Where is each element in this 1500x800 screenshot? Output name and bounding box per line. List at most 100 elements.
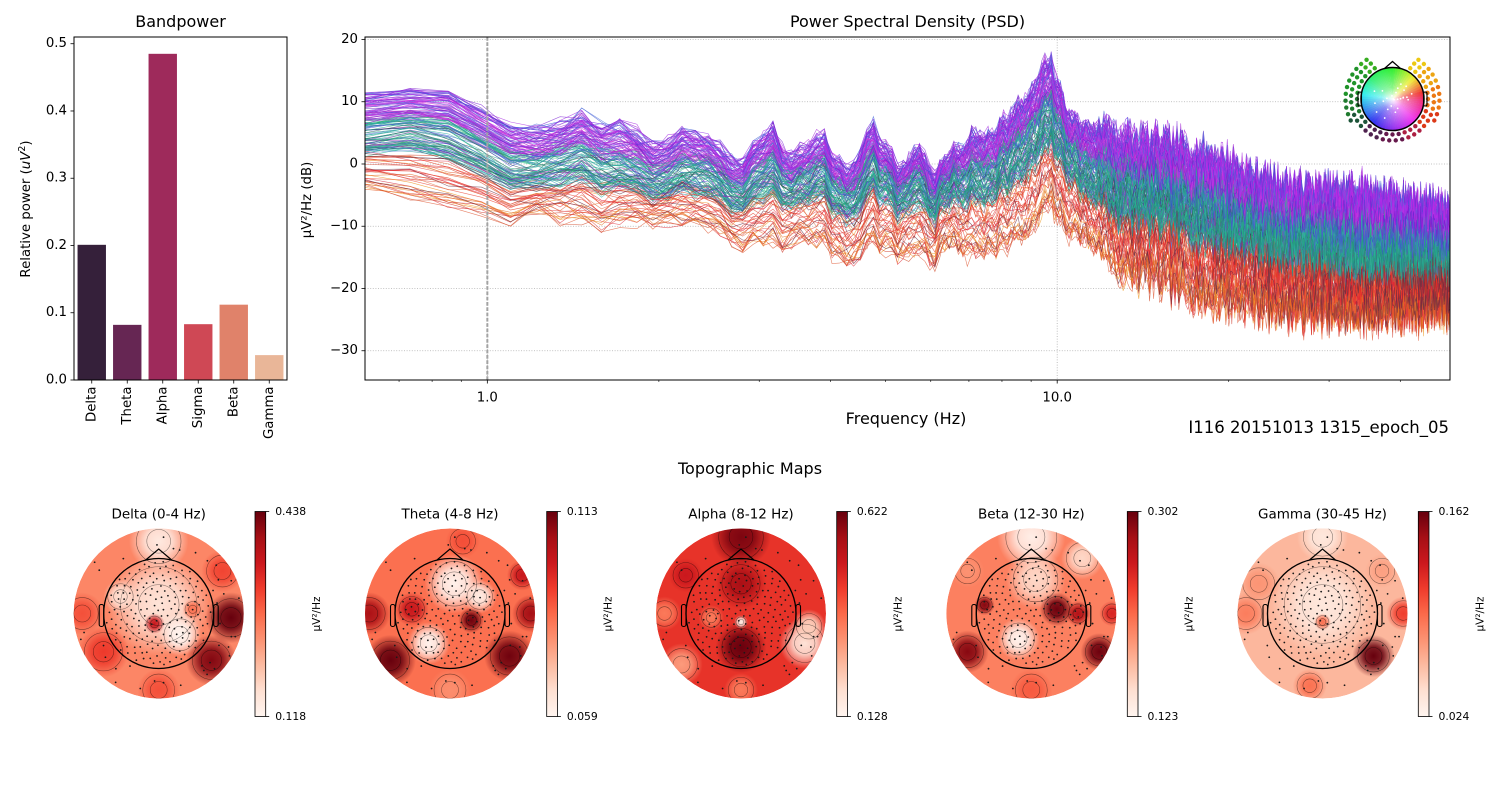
topomap-hotspot xyxy=(1237,562,1280,605)
sensor-dot xyxy=(184,620,187,623)
sensor-dot xyxy=(1360,634,1363,636)
sensor-dot xyxy=(1301,581,1304,584)
sensor-dot xyxy=(132,632,135,635)
sensor-dot xyxy=(493,632,496,635)
sensor-dot xyxy=(480,570,483,573)
sensor-dot xyxy=(1278,681,1281,684)
sensor-dot xyxy=(1037,565,1040,568)
sensor-dot xyxy=(774,591,777,594)
sensor-dot xyxy=(161,602,164,605)
sensor-dot xyxy=(1041,621,1044,624)
inset-channel-dot xyxy=(1359,79,1364,84)
sensor-dot xyxy=(429,632,432,634)
inset-sensor-dot xyxy=(1403,89,1405,91)
sensor-dot xyxy=(1369,594,1371,597)
sensor-dot xyxy=(751,660,754,663)
sensor-dot xyxy=(699,598,702,600)
sensor-dot xyxy=(460,621,463,624)
sensor-dot xyxy=(749,571,752,573)
sensor-dot xyxy=(1028,577,1031,580)
sensor-dot xyxy=(160,585,162,587)
bar-gamma xyxy=(255,355,284,380)
sensor-dot xyxy=(406,632,409,635)
sensor-dot xyxy=(751,651,754,654)
sensor-dot xyxy=(769,604,772,607)
sensor-dot xyxy=(992,649,995,651)
inset-channel-dot xyxy=(1399,137,1405,142)
sensor-dot xyxy=(722,608,725,611)
sensor-dot xyxy=(479,596,481,599)
sensor-dot xyxy=(1375,589,1378,592)
sensor-dot xyxy=(1018,607,1021,610)
sensor-dot xyxy=(152,572,155,575)
sensor-dot xyxy=(439,565,442,568)
sensor-dot xyxy=(717,573,719,576)
sensor-dot xyxy=(714,598,717,601)
sensor-dot xyxy=(742,585,745,587)
sensor-dot xyxy=(417,603,420,606)
sensor-dot xyxy=(1294,609,1296,611)
sensor-dot xyxy=(213,667,216,670)
sensor-dot xyxy=(763,582,766,585)
sensor-dot xyxy=(787,594,790,597)
sensor-dot xyxy=(451,596,454,599)
recording-label: I116 20151013 1315_epoch_05 xyxy=(1188,418,1449,438)
head-right-ear xyxy=(795,603,802,628)
inset-sensor-dot xyxy=(1391,94,1393,97)
topomap-field xyxy=(1237,528,1408,699)
contour-line xyxy=(365,597,386,630)
sensor-dot xyxy=(479,632,482,635)
inset-sensor-dot xyxy=(1382,100,1385,103)
sensor-dot xyxy=(473,574,476,577)
inset-sensor-dot xyxy=(1386,97,1388,100)
contour-line xyxy=(1102,603,1117,624)
sensor-dot xyxy=(413,557,416,560)
sensor-dot xyxy=(1310,635,1312,638)
sensor-dot xyxy=(718,589,721,591)
contour-line xyxy=(1009,630,1028,648)
topomap-hotspot xyxy=(715,622,767,673)
sensor-dot xyxy=(1061,626,1064,629)
sensor-dot xyxy=(169,634,171,637)
y-tick-label: 0.5 xyxy=(46,36,67,51)
sensor-dot xyxy=(712,609,715,611)
sensor-dot xyxy=(1008,639,1011,642)
sensor-dot xyxy=(406,667,409,670)
sensor-dot xyxy=(1342,549,1345,551)
sensor-dot xyxy=(408,598,411,600)
sensor-dot xyxy=(196,580,199,583)
contour-line xyxy=(433,673,467,699)
sensor-dot xyxy=(741,660,744,663)
sensor-dot xyxy=(469,609,471,611)
sensor-dot xyxy=(1332,626,1334,629)
sensor-dot xyxy=(156,655,158,657)
contour-line xyxy=(136,528,182,564)
sensor-dot xyxy=(1053,625,1056,628)
topomap-hotspot xyxy=(1365,554,1399,588)
contour-line xyxy=(150,619,159,629)
sensor-dot xyxy=(413,592,416,594)
sensor-dot xyxy=(228,654,231,657)
sensor-dot xyxy=(1074,610,1077,612)
contour-line xyxy=(718,528,764,560)
inset-sensor-dot xyxy=(1402,96,1405,99)
sensor-dot xyxy=(764,637,766,639)
contour-line xyxy=(73,597,99,630)
sensor-dot xyxy=(1365,624,1368,627)
sensor-dot xyxy=(1075,669,1078,672)
sensor-dot xyxy=(750,640,753,643)
sensor-dot xyxy=(160,615,163,617)
sensor-dot xyxy=(734,612,737,615)
sensor-dot xyxy=(1041,651,1044,654)
topomap-hotspot xyxy=(512,594,535,633)
sensor-dot xyxy=(998,629,1000,632)
sensor-dot xyxy=(986,608,989,611)
sensor-dot xyxy=(794,589,797,592)
sensor-dot xyxy=(444,680,447,682)
sensor-dot xyxy=(451,615,454,617)
sensor-dot xyxy=(200,589,203,592)
sensor-dot xyxy=(999,614,1001,617)
inset-left-ear xyxy=(1357,91,1363,107)
sensor-dot xyxy=(119,641,122,644)
sensor-dot xyxy=(710,572,713,575)
